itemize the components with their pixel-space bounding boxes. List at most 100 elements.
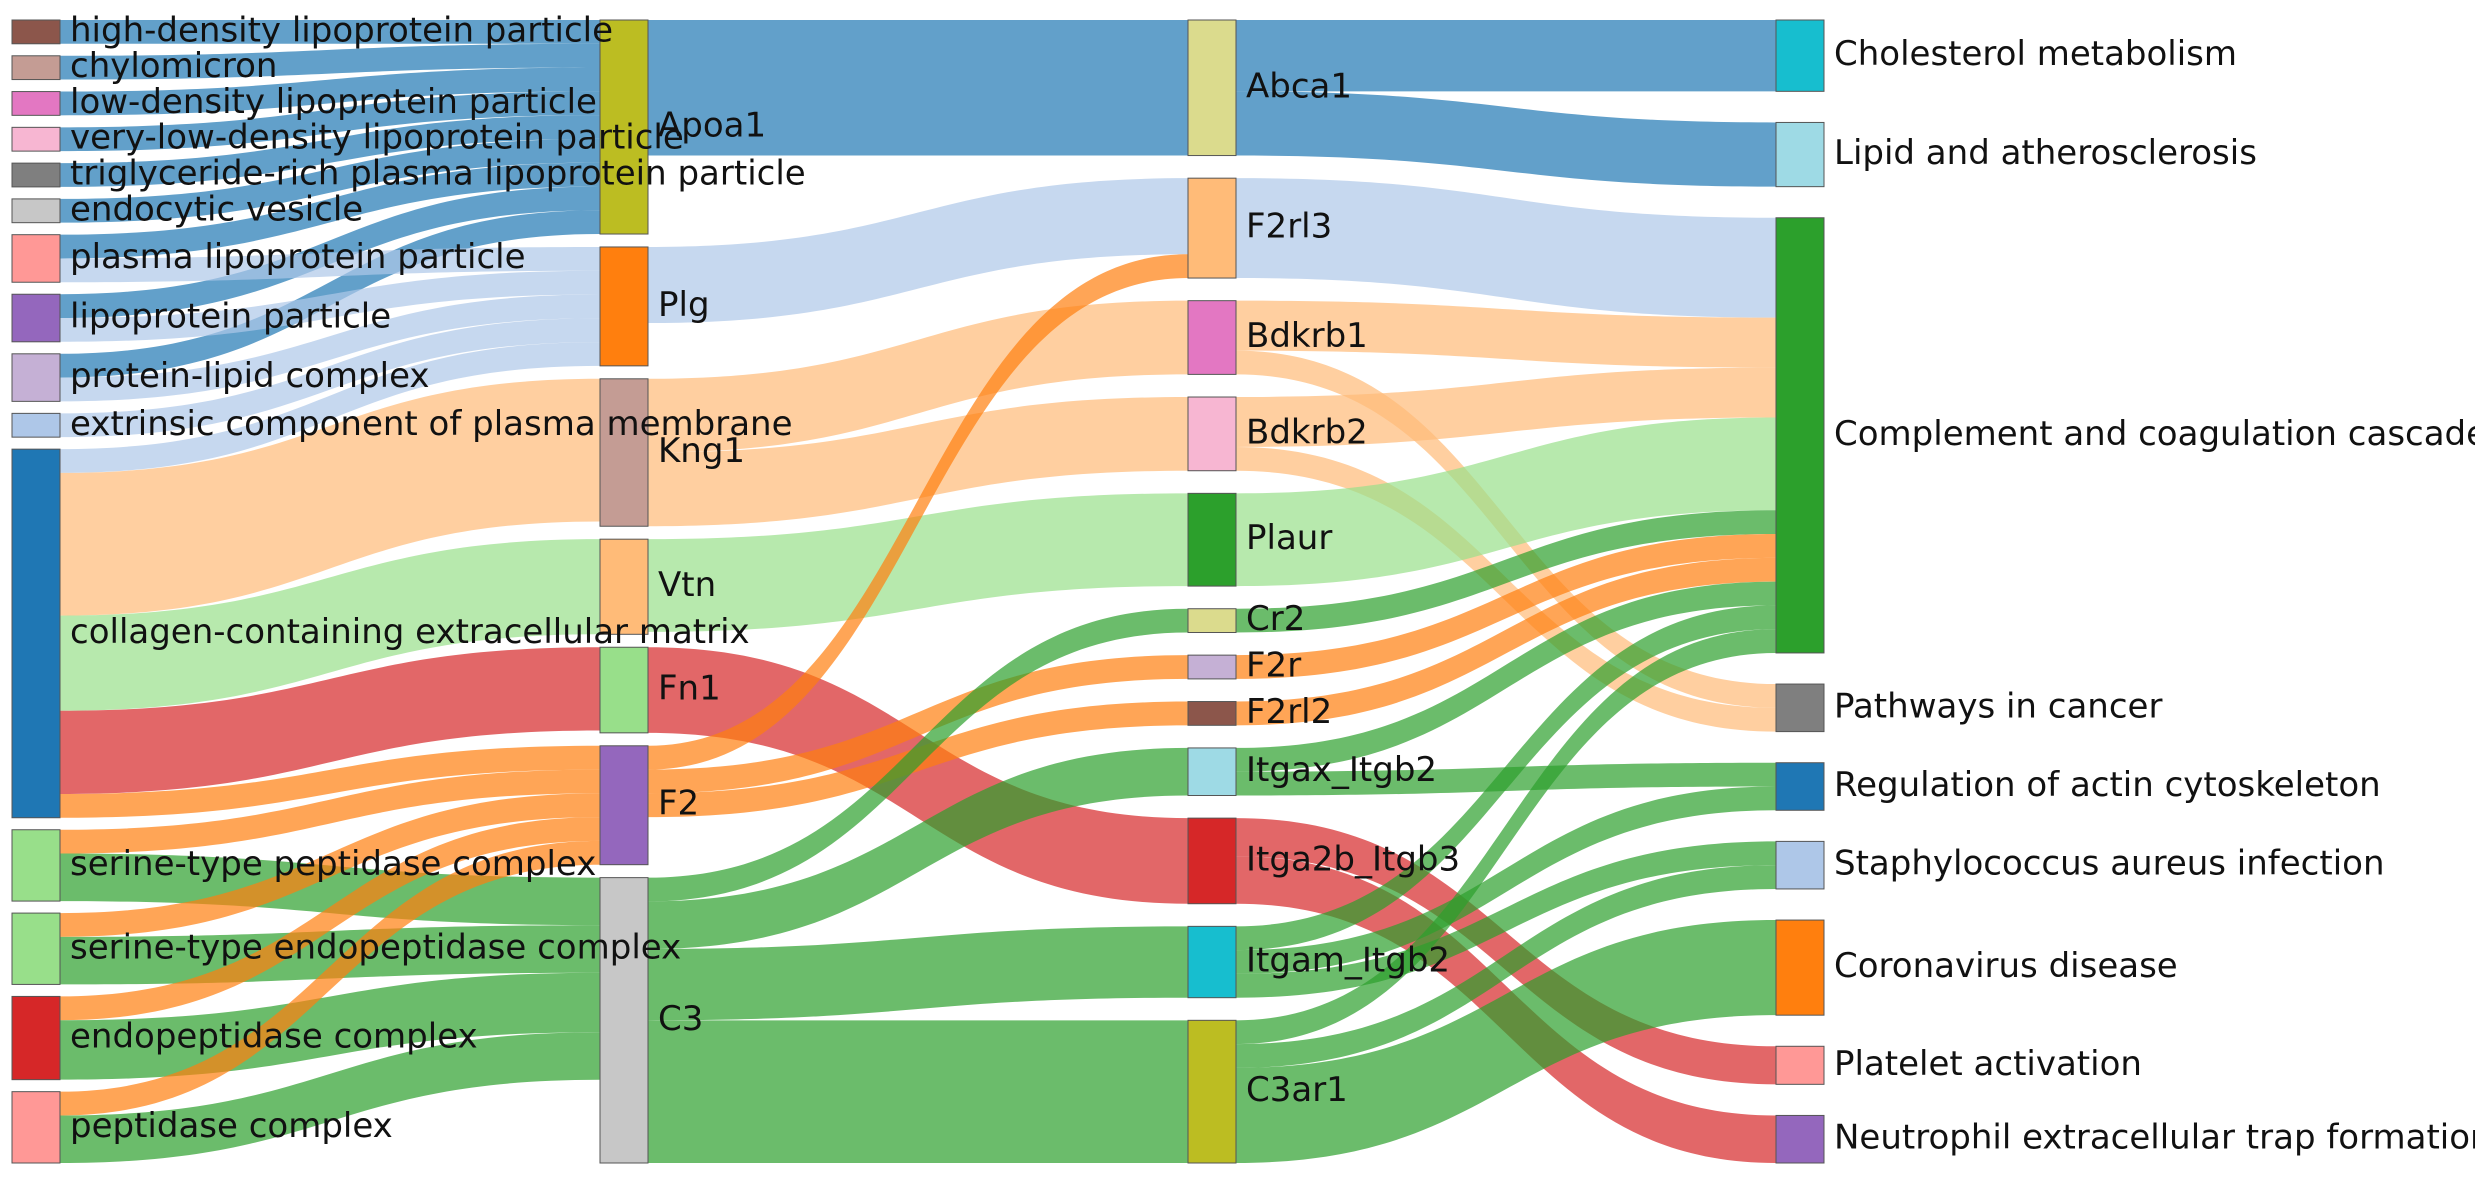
node-f2rl2[interactable]	[1187, 701, 1237, 726]
node-regulation-of-actin-cytoskeleton[interactable]	[1775, 762, 1825, 811]
link-chylomicron-to-apoa1[interactable]	[60, 43, 600, 80]
link-vtn-to-plaur[interactable]	[648, 493, 1188, 632]
node-f2r[interactable]	[1187, 654, 1237, 680]
link-peptidase-complex-to-c3[interactable]	[60, 1032, 600, 1163]
node-f2rl3[interactable]	[1187, 177, 1237, 279]
node-extrinsic-component-of-plasma-membrane[interactable]	[11, 412, 61, 438]
link-apoa1-to-abca1[interactable]	[648, 20, 1188, 156]
link-abca1-to-cholesterol-metabolism[interactable]	[1236, 20, 1776, 92]
node-collagen-containing-extracellular-matrix[interactable]	[11, 448, 61, 819]
link-bdkrb2-to-pathways-in-cancer[interactable]	[1236, 446, 1776, 732]
link-serine-type-endopeptidase-complex-to-f2[interactable]	[60, 793, 600, 937]
link-f2-to-f2rl3[interactable]	[648, 254, 1188, 770]
node-high-density-lipoprotein-particle[interactable]	[11, 19, 61, 45]
node-bdkrb2[interactable]	[1187, 396, 1237, 472]
node-kng1[interactable]	[599, 378, 649, 527]
link-collagen-containing-extracellular-matrix-to-plg[interactable]	[60, 342, 600, 473]
node-coronavirus-disease[interactable]	[1775, 919, 1825, 1016]
link-serine-type-endopeptidase-complex-to-c3[interactable]	[60, 925, 600, 985]
link-lipoprotein-particle-to-plg[interactable]	[60, 270, 600, 342]
node-apoa1[interactable]	[599, 19, 649, 235]
link-itgax-itgb2-to-complement-and-coagulation-cascades[interactable]	[1236, 581, 1776, 772]
link-itgam-itgb2-to-complement-and-coagulation-cascades[interactable]	[1236, 605, 1776, 951]
link-c3-to-itgax-itgb2[interactable]	[648, 747, 1188, 949]
node-staphylococcus-aureus-infection[interactable]	[1775, 840, 1825, 890]
node-vtn[interactable]	[599, 538, 649, 635]
link-low-density-lipoprotein-particle-to-apoa1[interactable]	[60, 67, 600, 116]
link-plasma-lipoprotein-particle-to-apoa1[interactable]	[60, 162, 600, 259]
node-lipoprotein-particle[interactable]	[11, 293, 61, 343]
link-protein-lipid-complex-to-plg[interactable]	[60, 294, 600, 402]
node-cr2[interactable]	[1187, 608, 1237, 634]
link-itgam-itgb2-to-regulation-of-actin-cytoskeleton[interactable]	[1236, 786, 1776, 974]
node-itga2b-itgb3[interactable]	[1187, 817, 1237, 905]
link-c3-to-itgam-itgb2[interactable]	[648, 926, 1188, 1021]
node-plasma-lipoprotein-particle[interactable]	[11, 234, 61, 283]
node-serine-type-endopeptidase-complex[interactable]	[11, 912, 61, 985]
node-c3[interactable]	[599, 877, 649, 1164]
link-c3ar1-to-staphylococcus-aureus-infection[interactable]	[1236, 865, 1776, 1068]
link-f2r-to-complement-and-coagulation-cascades[interactable]	[1236, 534, 1776, 679]
link-collagen-containing-extracellular-matrix-to-kng1[interactable]	[60, 378, 600, 616]
link-plaur-to-complement-and-coagulation-cascades[interactable]	[1236, 417, 1776, 587]
link-itgam-itgb2-to-staphylococcus-aureus-infection[interactable]	[1236, 841, 1776, 998]
link-kng1-to-bdkrb1[interactable]	[648, 300, 1188, 453]
link-extrinsic-component-of-plasma-membrane-to-plg[interactable]	[60, 318, 600, 438]
link-itga2b-itgb3-to-platelet-activation[interactable]	[1236, 818, 1776, 1085]
node-bdkrb1[interactable]	[1187, 300, 1237, 375]
node-chylomicron[interactable]	[11, 55, 61, 81]
link-f2rl3-to-complement-and-coagulation-cascades[interactable]	[1236, 178, 1776, 318]
link-serine-type-peptidase-complex-to-c3[interactable]	[60, 853, 600, 926]
node-platelet-activation[interactable]	[1775, 1045, 1825, 1085]
link-bdkrb2-to-complement-and-coagulation-cascades[interactable]	[1236, 367, 1776, 447]
node-very-low-density-lipoprotein-particle[interactable]	[11, 126, 61, 152]
link-bdkrb1-to-complement-and-coagulation-cascades[interactable]	[1236, 300, 1776, 368]
node-fn1[interactable]	[599, 646, 649, 734]
node-low-density-lipoprotein-particle[interactable]	[11, 91, 61, 116]
node-cholesterol-metabolism[interactable]	[1775, 19, 1825, 92]
node-pathways-in-cancer[interactable]	[1775, 683, 1825, 733]
link-c3ar1-to-coronavirus-disease[interactable]	[1236, 920, 1776, 1163]
link-protein-lipid-complex-to-apoa1[interactable]	[60, 210, 600, 378]
node-peptidase-complex[interactable]	[11, 1091, 61, 1164]
link-plasma-lipoprotein-particle-to-plg[interactable]	[60, 246, 600, 283]
node-c3ar1[interactable]	[1187, 1019, 1237, 1164]
node-triglyceride-rich-plasma-lipoprotein-particle[interactable]	[11, 162, 61, 188]
link-endopeptidase-complex-to-c3[interactable]	[60, 972, 600, 1080]
link-collagen-containing-extracellular-matrix-to-f2[interactable]	[60, 745, 600, 818]
label-endopeptidase-complex: endopeptidase complex	[70, 1017, 478, 1057]
node-endopeptidase-complex[interactable]	[11, 995, 61, 1081]
link-peptidase-complex-to-f2[interactable]	[60, 840, 600, 1116]
link-abca1-to-lipid-and-atherosclerosis[interactable]	[1236, 91, 1776, 187]
link-plg-to-f2rl3[interactable]	[648, 178, 1188, 324]
node-complement-and-coagulation-cascades[interactable]	[1775, 217, 1825, 654]
link-c3ar1-to-complement-and-coagulation-cascades[interactable]	[1236, 629, 1776, 1045]
link-collagen-containing-extracellular-matrix-to-fn1[interactable]	[60, 647, 600, 794]
node-neutrophil-extracellular-trap-formation[interactable]	[1775, 1114, 1825, 1164]
link-c3-to-cr2[interactable]	[648, 608, 1188, 902]
link-endopeptidase-complex-to-f2[interactable]	[60, 817, 600, 1021]
link-endocytic-vesicle-to-apoa1[interactable]	[60, 138, 600, 223]
node-lipid-and-atherosclerosis[interactable]	[1775, 121, 1825, 188]
link-f2rl2-to-complement-and-coagulation-cascades[interactable]	[1236, 557, 1776, 726]
link-triglyceride-rich-plasma-lipoprotein-particle-to-apoa1[interactable]	[60, 115, 600, 187]
node-serine-type-peptidase-complex[interactable]	[11, 829, 61, 902]
link-high-density-lipoprotein-particle-to-apoa1[interactable]	[60, 20, 600, 44]
link-collagen-containing-extracellular-matrix-to-vtn[interactable]	[60, 539, 600, 711]
link-lipoprotein-particle-to-apoa1[interactable]	[60, 186, 600, 319]
node-plg[interactable]	[599, 246, 649, 367]
label-c3: C3	[658, 999, 703, 1039]
link-cr2-to-complement-and-coagulation-cascades[interactable]	[1236, 510, 1776, 633]
node-protein-lipid-complex[interactable]	[11, 353, 61, 402]
node-endocytic-vesicle[interactable]	[11, 198, 61, 224]
link-f2-to-f2r[interactable]	[648, 655, 1188, 794]
node-abca1[interactable]	[1187, 19, 1237, 157]
link-very-low-density-lipoprotein-particle-to-apoa1[interactable]	[60, 91, 600, 152]
node-itgam-itgb2[interactable]	[1187, 925, 1237, 999]
node-f2[interactable]	[599, 745, 649, 866]
link-serine-type-peptidase-complex-to-f2[interactable]	[60, 769, 600, 854]
link-c3-to-c3ar1[interactable]	[648, 1020, 1188, 1163]
node-plaur[interactable]	[1187, 492, 1237, 587]
link-kng1-to-bdkrb2[interactable]	[648, 397, 1188, 527]
node-itgax-itgb2[interactable]	[1187, 747, 1237, 796]
